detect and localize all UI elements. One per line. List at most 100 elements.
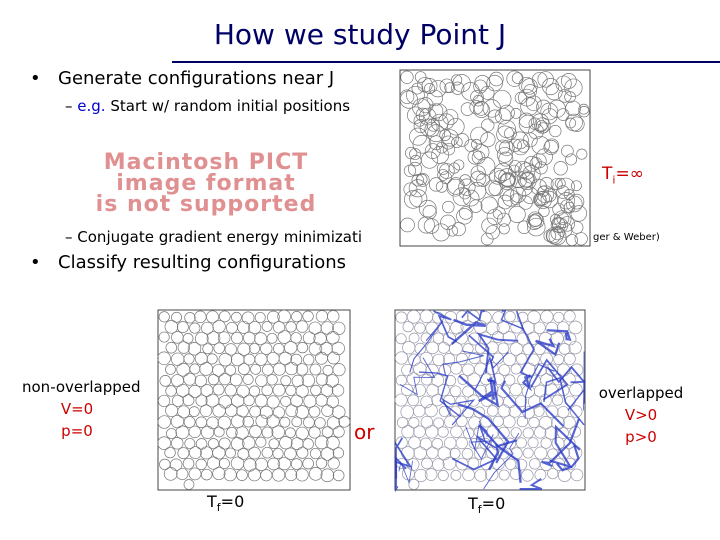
particle	[302, 331, 316, 345]
particle	[432, 458, 445, 471]
label-line: V>0	[624, 406, 658, 424]
particle	[408, 332, 420, 344]
particle	[484, 467, 499, 482]
particle	[497, 342, 510, 355]
particle	[308, 405, 321, 418]
particle	[157, 415, 171, 429]
particle	[418, 371, 462, 418]
particle	[451, 74, 463, 86]
particle	[188, 425, 202, 439]
particle	[326, 416, 340, 430]
particle	[285, 404, 298, 418]
particle	[556, 444, 580, 472]
particle	[574, 232, 588, 246]
particle	[533, 362, 548, 377]
particle	[242, 373, 254, 385]
initial-label: Ti=∞	[602, 164, 644, 186]
particle	[308, 426, 321, 439]
particle	[558, 343, 571, 355]
particle	[459, 206, 473, 220]
particle	[206, 456, 221, 470]
particle	[414, 342, 427, 355]
particle	[395, 333, 407, 345]
particle	[435, 180, 448, 193]
particle	[413, 119, 428, 134]
particle	[200, 468, 213, 481]
particle	[157, 351, 171, 366]
particle	[420, 395, 433, 409]
particle	[213, 342, 225, 354]
particle	[438, 405, 450, 417]
label-rest: =0	[220, 492, 245, 511]
particle	[225, 404, 238, 417]
particle	[508, 205, 526, 223]
particle	[543, 139, 559, 155]
particle	[260, 342, 273, 355]
label-line: non-overlapped	[22, 378, 141, 396]
particle	[224, 343, 237, 356]
particle	[225, 447, 236, 459]
particle	[224, 384, 237, 397]
particle	[165, 341, 178, 354]
particle	[512, 138, 529, 156]
particle	[260, 469, 273, 482]
bullet-text: Generate configurations near J	[58, 68, 335, 89]
particle	[479, 437, 492, 450]
particle	[238, 363, 250, 376]
particle	[527, 211, 543, 227]
particle	[413, 362, 427, 376]
particle	[508, 138, 522, 152]
particle	[183, 416, 196, 428]
particle	[189, 446, 202, 460]
unjammed-config-image	[157, 309, 351, 491]
particle	[249, 425, 262, 438]
particle	[489, 71, 504, 87]
particle	[578, 103, 590, 115]
particle	[547, 467, 559, 480]
particle	[243, 331, 256, 345]
particle	[554, 177, 566, 189]
particle	[425, 363, 439, 377]
particle	[549, 124, 562, 138]
particle	[182, 394, 195, 407]
particle	[284, 361, 299, 376]
label-rest: =∞	[615, 164, 644, 184]
particle	[569, 116, 585, 132]
particle	[556, 185, 570, 199]
particle	[290, 353, 303, 366]
particle	[563, 437, 576, 449]
particle	[303, 394, 317, 408]
particle	[474, 74, 491, 91]
particle	[540, 310, 554, 324]
particle	[399, 357, 436, 396]
particle	[259, 405, 273, 419]
particle	[248, 321, 262, 335]
particle	[531, 153, 547, 169]
particle	[552, 394, 564, 406]
particle	[537, 71, 554, 88]
sub-bullet: – Conjugate gradient energy minimizati	[65, 228, 363, 246]
particle	[518, 162, 536, 180]
particle	[563, 310, 576, 323]
particle	[563, 332, 577, 346]
particle	[280, 375, 292, 387]
particle	[326, 331, 340, 345]
particle	[470, 434, 495, 460]
particle	[568, 320, 583, 335]
particle	[510, 108, 522, 119]
particle	[504, 374, 516, 386]
particle	[429, 80, 447, 98]
particle	[218, 372, 232, 386]
particle	[444, 375, 457, 387]
particle	[249, 405, 262, 418]
particle	[534, 161, 548, 175]
particle	[480, 131, 496, 148]
label-sub: f	[477, 503, 482, 517]
particle	[515, 458, 528, 471]
particle	[439, 78, 455, 94]
particle	[194, 374, 207, 388]
particle	[473, 447, 487, 460]
particle	[241, 436, 256, 450]
particle	[255, 414, 269, 428]
particle	[502, 189, 520, 207]
